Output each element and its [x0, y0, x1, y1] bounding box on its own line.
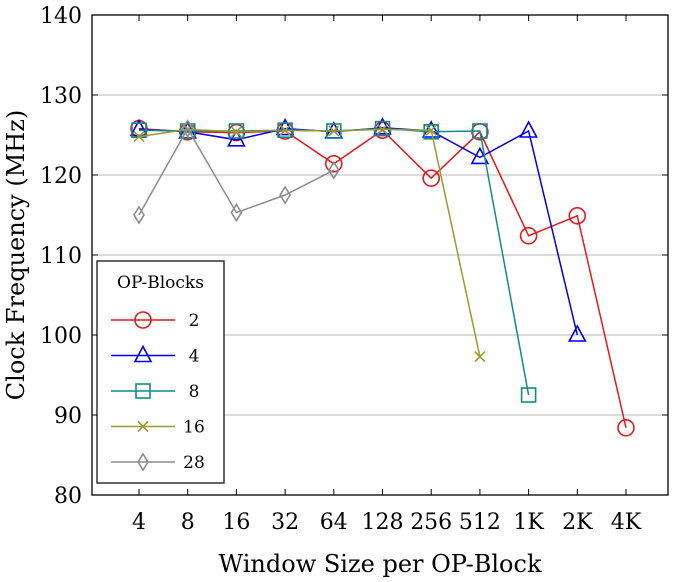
legend-item-8: 8	[111, 382, 199, 402]
x-tick-label: 4K	[611, 510, 642, 535]
x-tick-label: 16	[222, 510, 250, 535]
data-point	[374, 120, 391, 137]
series-line-28	[138, 127, 335, 216]
data-point	[520, 387, 537, 403]
legend-label: 2	[189, 311, 200, 331]
y-tick-label: 130	[40, 84, 82, 109]
x-tick-label: 8	[181, 510, 195, 535]
data-point	[422, 169, 441, 187]
legend-marker	[137, 452, 149, 472]
series-28	[133, 119, 340, 225]
data-point	[129, 118, 149, 137]
data-point	[324, 155, 343, 173]
legend-item-16: 16	[111, 418, 205, 438]
y-tick-label: 80	[54, 484, 82, 509]
legend-label: 16	[183, 418, 205, 438]
data-point	[568, 207, 587, 225]
legend-item-4: 4	[111, 344, 200, 367]
data-point	[617, 418, 635, 437]
series-line-16	[138, 128, 481, 357]
x-axis-title: Window Size per OP-Block	[219, 550, 542, 578]
data-point	[472, 123, 488, 139]
data-point	[567, 324, 587, 342]
legend-marker	[137, 420, 149, 433]
legend-marker	[135, 383, 151, 399]
data-point	[230, 203, 243, 223]
legend-marker	[134, 311, 152, 329]
legend-item-28: 28	[111, 452, 205, 473]
data-point	[376, 123, 389, 135]
legend-label: 4	[189, 347, 200, 367]
legend-item-2: 2	[111, 311, 199, 331]
y-tick-label: 140	[40, 4, 82, 29]
x-tick-label: 1K	[513, 510, 544, 535]
data-point	[423, 124, 440, 140]
x-axis: 4 8 16 32 64 128 256 512 1K 2K 4K	[132, 15, 642, 535]
data-point	[275, 117, 295, 136]
legend-marker	[133, 344, 153, 363]
data-point	[519, 227, 538, 245]
data-point	[474, 351, 486, 363]
x-tick-label: 4	[132, 510, 146, 535]
series-group	[129, 117, 635, 437]
legend-title: OP-Blocks	[117, 273, 204, 293]
y-tick-label: 110	[40, 244, 82, 269]
data-point	[279, 124, 291, 136]
y-tick-label: 90	[54, 404, 82, 429]
data-point	[181, 119, 194, 139]
data-point	[133, 205, 145, 225]
y-axis: 80 90 100 110 120 130 140	[40, 4, 668, 509]
data-point	[519, 120, 538, 138]
legend-box	[96, 260, 225, 484]
legend-label: 28	[183, 453, 205, 473]
x-tick-label: 512	[459, 510, 501, 535]
x-tick-label: 2K	[562, 510, 593, 535]
data-point	[327, 160, 340, 180]
x-tick-label: 128	[362, 510, 404, 535]
x-tick-label: 32	[271, 510, 299, 535]
legend-label: 8	[189, 382, 200, 402]
y-tick-label: 100	[40, 324, 82, 349]
x-tick-label: 64	[320, 510, 348, 535]
data-point	[328, 125, 340, 137]
legend: OP-Blocks 2 4 8 16 28	[96, 260, 225, 484]
y-tick-label: 120	[40, 164, 82, 189]
y-axis-title: Clock Frequency (MHz)	[2, 110, 30, 400]
data-point	[230, 126, 242, 138]
data-point	[279, 185, 292, 205]
data-point	[425, 124, 437, 136]
x-tick-label: 256	[410, 510, 452, 535]
data-point	[133, 131, 145, 143]
